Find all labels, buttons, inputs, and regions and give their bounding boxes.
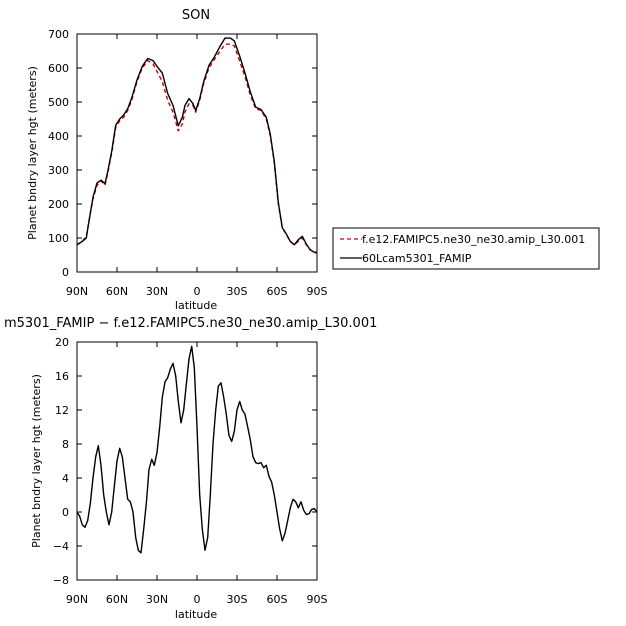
y-tick-label: 20 xyxy=(55,336,69,349)
x-tick-label: 0 xyxy=(194,285,201,298)
y-tick-label: 300 xyxy=(48,164,69,177)
legend-label: 60Lcam5301_FAMIP xyxy=(362,252,472,265)
y-tick-label: −8 xyxy=(53,574,69,587)
x-tick-label: 30N xyxy=(146,593,168,606)
x-tick-label: 60N xyxy=(106,593,128,606)
y-tick-label: 600 xyxy=(48,62,69,75)
bottom-panel: m5301_FAMIP − f.e12.FAMIPC5.ne30_ne30.am… xyxy=(4,316,377,621)
y-tick-label: 16 xyxy=(55,370,69,383)
x-tick-label: 90S xyxy=(307,593,328,606)
y-tick-label: −4 xyxy=(53,540,69,553)
y-axis: 0 100 200 300 400 500 600 700 xyxy=(48,28,317,279)
x-tick-label: 0 xyxy=(194,593,201,606)
series-line xyxy=(76,37,318,254)
x-axis: 90N 60N 30N 0 30S 60S 90S xyxy=(66,34,328,298)
x-axis-label: latitude xyxy=(175,608,217,621)
x-tick-label: 90N xyxy=(66,285,88,298)
y-tick-label: 500 xyxy=(48,96,69,109)
legend-label: f.e12.FAMIPC5.ne30_ne30.amip_L30.001 xyxy=(362,233,585,246)
y-axis-label: Planet bndry layer hgt (meters) xyxy=(26,66,39,240)
y-tick-label: 700 xyxy=(48,28,69,41)
x-tick-label: 30N xyxy=(146,285,168,298)
chart-title: m5301_FAMIP − f.e12.FAMIPC5.ne30_ne30.am… xyxy=(4,316,377,331)
x-tick-label: 90N xyxy=(66,593,88,606)
plot-area xyxy=(76,37,318,254)
y-tick-label: 100 xyxy=(48,232,69,245)
y-axis-label: Planet bndry layer hgt (meters) xyxy=(30,374,43,548)
legend: f.e12.FAMIPC5.ne30_ne30.amip_L30.001 60L… xyxy=(332,227,600,270)
top-panel: SON 0 100 200 300 400 500 600 700 90N 60N 30N 0 30S… xyxy=(26,8,600,312)
x-tick-label: 60S xyxy=(267,285,288,298)
y-axis: −8 −4 0 4 8 12 16 20 xyxy=(53,336,317,587)
legend-box xyxy=(332,227,600,270)
y-tick-label: 0 xyxy=(62,506,69,519)
y-tick-label: 4 xyxy=(62,472,69,485)
x-tick-label: 60S xyxy=(267,593,288,606)
x-tick-label: 30S xyxy=(227,593,248,606)
y-tick-label: 8 xyxy=(62,438,69,451)
x-tick-label: 30S xyxy=(227,285,248,298)
y-tick-label: 400 xyxy=(48,130,69,143)
chart-title: SON xyxy=(182,8,210,23)
x-tick-label: 60N xyxy=(106,285,128,298)
x-axis-label: latitude xyxy=(175,299,217,312)
x-tick-label: 90S xyxy=(307,285,328,298)
plot-frame xyxy=(76,341,318,581)
x-axis: 90N 60N 30N 0 30S 60S 90S xyxy=(66,342,328,606)
y-tick-label: 0 xyxy=(62,266,69,279)
y-tick-label: 12 xyxy=(55,404,69,417)
y-tick-label: 200 xyxy=(48,198,69,211)
plot-frame xyxy=(76,33,318,273)
plot-area xyxy=(76,345,318,554)
series-line xyxy=(76,345,318,554)
